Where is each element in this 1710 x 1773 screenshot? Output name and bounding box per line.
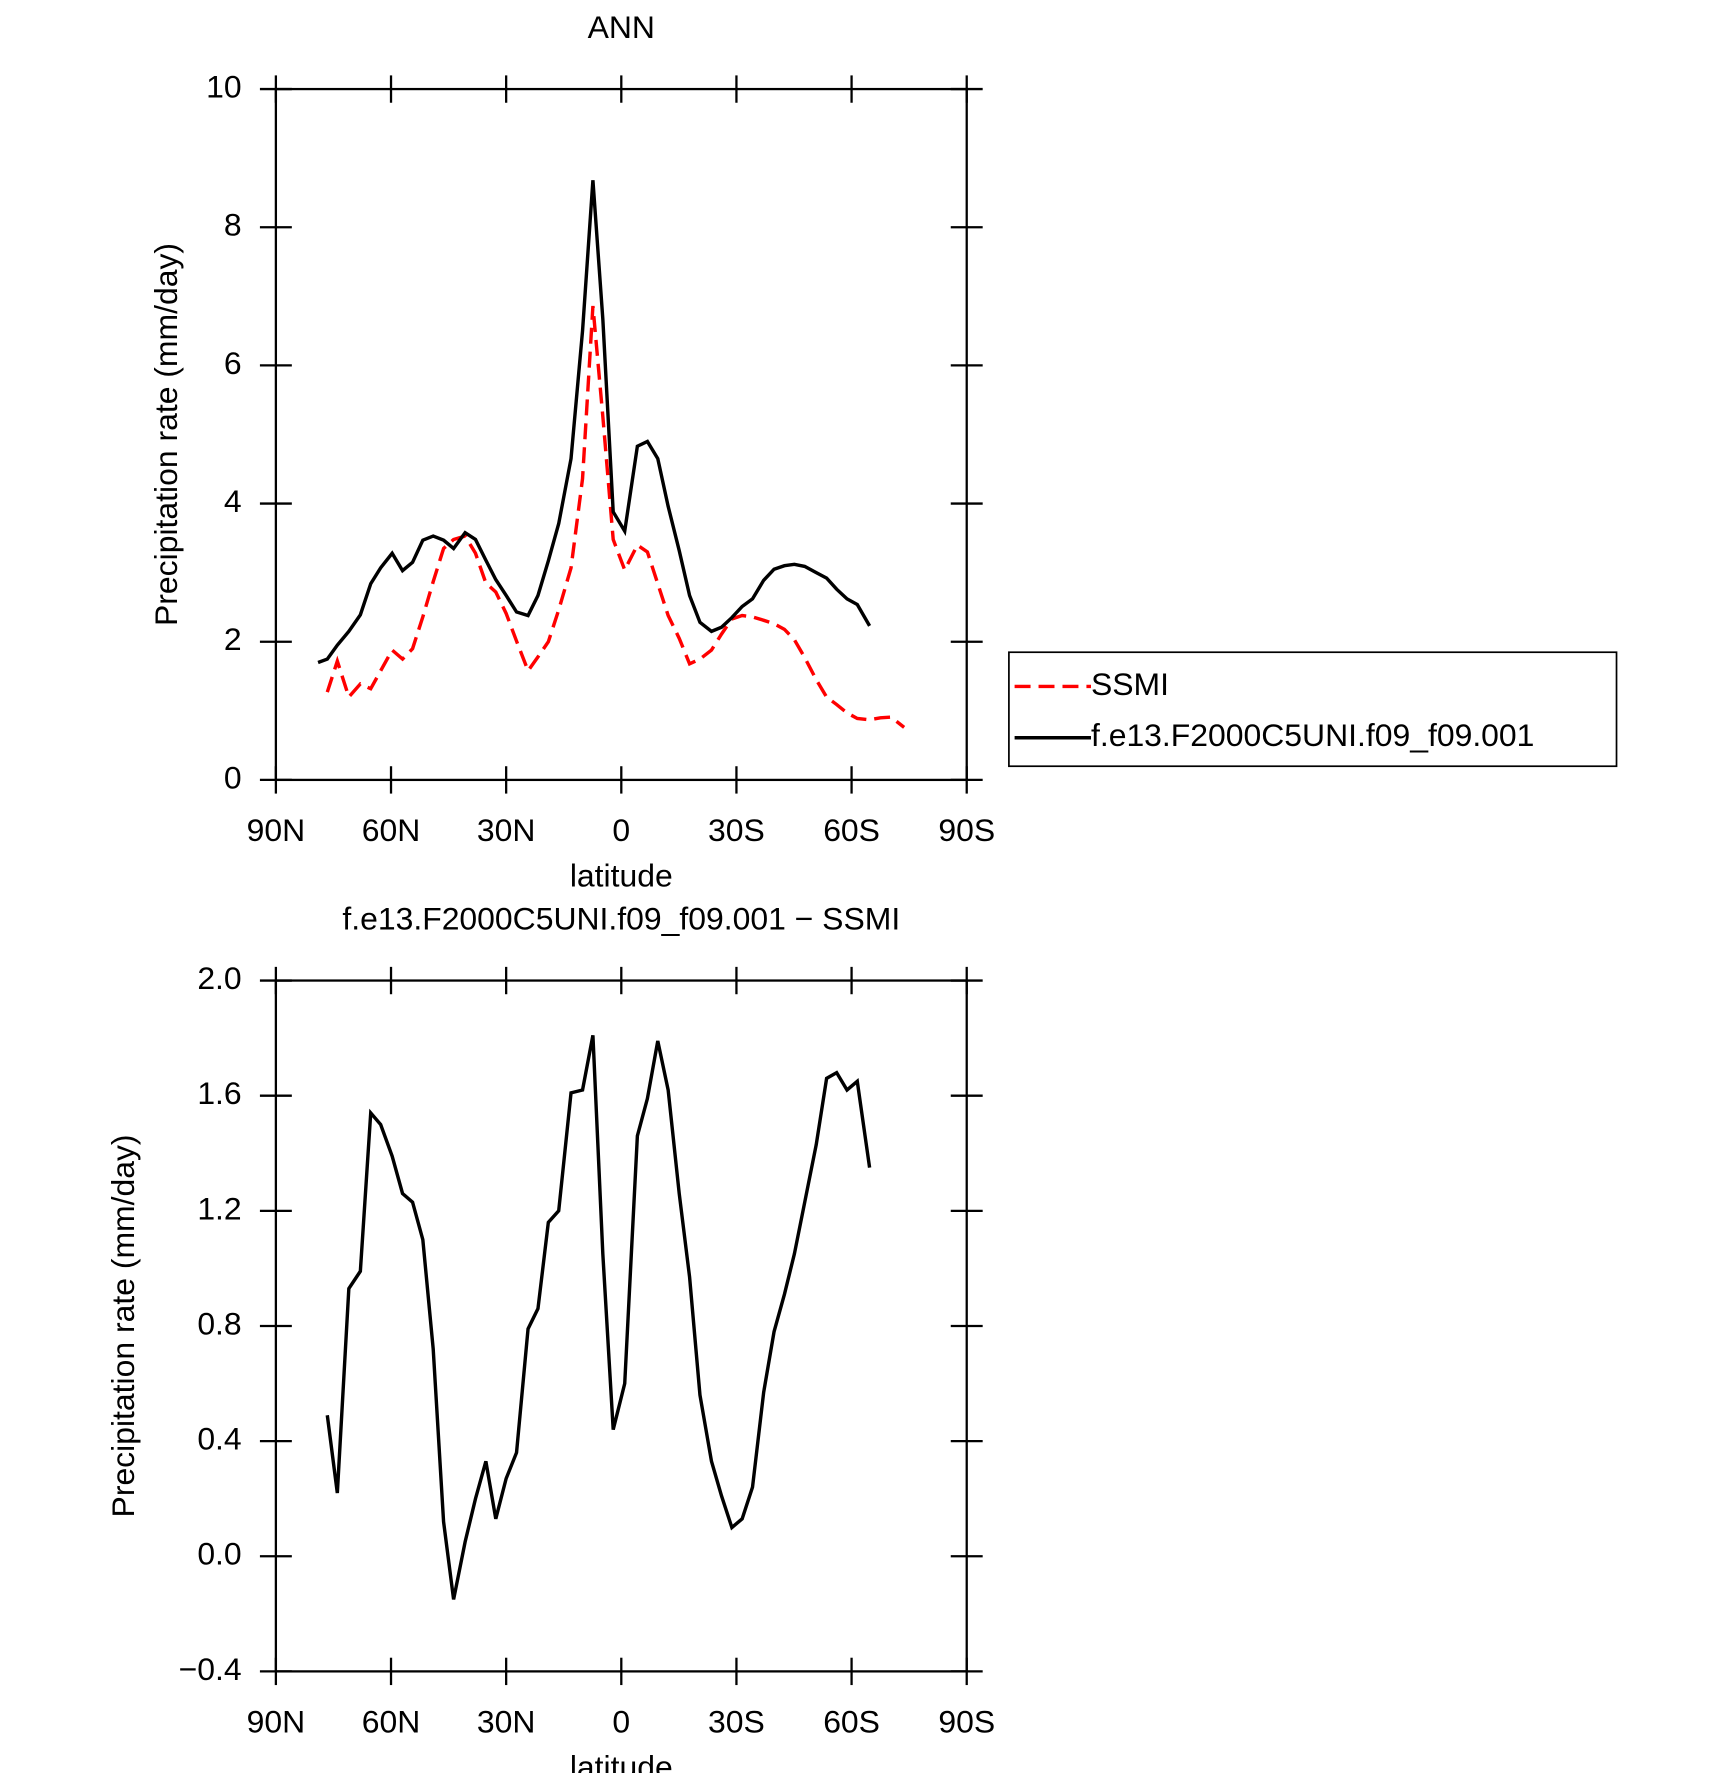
x-tick-label: 0 [612,812,630,848]
x-tick-label: 60S [823,1703,880,1739]
data-line [317,180,872,665]
x-tick-label: 60N [362,812,421,848]
y-tick-label: 2 [224,621,242,657]
legend-box [1008,651,1618,768]
data-line [325,1034,872,1600]
plot-frame [274,87,968,782]
x-tick-label: 90N [247,1703,306,1739]
y-tick-label: 2.0 [197,960,241,996]
y-tick-label: 8 [224,207,242,243]
y-tick-label: 0.4 [197,1421,241,1457]
chart-title: ANN [588,9,655,45]
legend-label: f.e13.F2000C5UNI.f09_f09.001 [1091,717,1534,753]
x-tick-label: 90S [938,812,995,848]
x-tick-label: 90S [938,1703,995,1739]
y-axis-label: Precipitation rate (mm/day) [148,243,184,626]
x-tick-label: 30N [477,812,536,848]
y-tick-label: 0.8 [197,1305,241,1341]
x-tick-label: 30S [708,1703,765,1739]
y-axis-label: Precipitation rate (mm/day) [105,1134,141,1517]
x-tick-label: 90N [247,812,306,848]
y-tick-label: 1.2 [197,1190,241,1226]
chart-title: f.e13.F2000C5UNI.f09_f09.001 − SSMI [342,901,900,937]
x-tick-label: 0 [612,1703,630,1739]
x-tick-label: 30N [477,1703,536,1739]
y-tick-label: 0 [224,759,242,795]
y-tick-label: 4 [224,483,242,519]
x-axis-label: latitude [570,857,673,893]
y-tick-label: 0.0 [197,1536,241,1572]
y-tick-label: 6 [224,345,242,381]
y-tick-label: 1.6 [197,1075,241,1111]
y-tick-label: 10 [206,69,242,105]
y-tick-label: −0.4 [179,1651,242,1687]
data-line [325,305,906,729]
plot-frame [274,979,968,1673]
x-axis-label: latitude [570,1749,673,1773]
x-tick-label: 30S [708,812,765,848]
x-tick-label: 60S [823,812,880,848]
legend-label: SSMI [1091,666,1169,702]
x-tick-label: 60N [362,1703,421,1739]
